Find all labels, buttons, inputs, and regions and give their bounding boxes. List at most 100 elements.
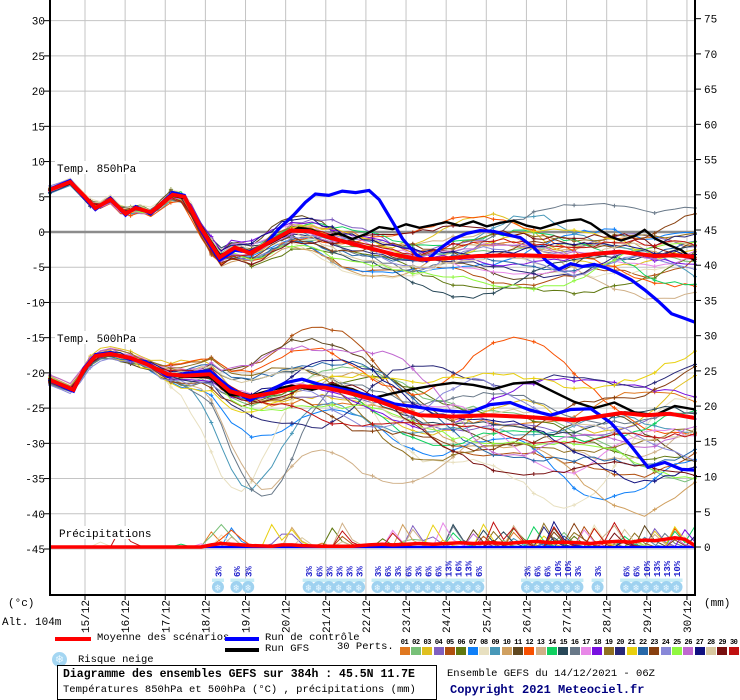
- pert-cell-09: 09: [490, 639, 501, 655]
- snowflake-icon: [650, 581, 663, 593]
- mean-line-850: [49, 179, 696, 262]
- snow-pct-label: 6%: [404, 566, 414, 577]
- snowflake-icon: [591, 581, 604, 593]
- pert-cell-29: 29: [717, 639, 728, 655]
- snowflake-icon: [411, 581, 424, 593]
- pert-cell-28: 28: [705, 639, 716, 655]
- snowflake-glyph: ❄: [233, 584, 240, 595]
- pert-cell-19: 19: [603, 639, 614, 655]
- right-tick-label: 60: [704, 120, 717, 132]
- snowflake-glyph: ❄: [633, 584, 640, 595]
- snowflake-glyph: ❄: [554, 584, 561, 595]
- pert-number: 14: [548, 639, 556, 647]
- pert-swatch: [694, 647, 705, 655]
- right-tick-label: 5: [704, 508, 711, 520]
- pert-number: 19: [605, 639, 613, 647]
- pert-number: 13: [536, 639, 545, 647]
- left-tick-label: 15: [32, 122, 45, 134]
- snowflake-glyph: ❄: [564, 584, 571, 595]
- date-label: 20/12: [282, 600, 294, 633]
- pert-swatch: [513, 647, 523, 655]
- pert-number: 07: [468, 639, 477, 647]
- date-label: 17/12: [161, 600, 173, 633]
- snowflake-glyph: ❄: [425, 584, 432, 595]
- pert-number: 28: [707, 639, 715, 647]
- snow-pct-label: 6%: [633, 566, 643, 577]
- legend-control-swatch: [225, 637, 259, 641]
- pert-number: 05: [446, 639, 454, 647]
- snowflake-icon: [242, 581, 255, 593]
- left-tick-label: -45: [25, 545, 45, 557]
- right-tick-label: 15: [704, 437, 717, 449]
- pert-cell-13: 13: [535, 639, 546, 655]
- pert-cell-11: 11: [513, 639, 524, 655]
- right-tick-label: 75: [704, 15, 717, 27]
- snow-pct-label: 3%: [574, 566, 584, 577]
- snow-pct-label: 10%: [564, 560, 574, 577]
- snowflake-glyph: ❄: [595, 584, 602, 595]
- control-line-850: [49, 178, 696, 324]
- pert-swatch: [683, 647, 694, 655]
- snow-pct-label: 3%: [374, 566, 384, 577]
- pert-swatch: [399, 647, 410, 655]
- pert-swatch: [410, 647, 421, 655]
- snowflake-glyph: ❄: [356, 584, 363, 595]
- snowflake-glyph: ❄: [544, 584, 551, 595]
- snowflake-icon: [531, 581, 544, 593]
- left-tick-label: -30: [25, 439, 45, 451]
- left-tick-label: -35: [25, 475, 45, 487]
- pert-cell-14: 14: [547, 639, 558, 655]
- ensemble-chart: ❄3%❄6%❄3%❄3%❄6%❄3%❄3%❄3%❄3%❄3%❄6%❄3%❄6%❄…: [2, 0, 730, 633]
- unit-right-label: (mm): [704, 598, 730, 610]
- copyright: Copyright 2021 Meteociel.fr: [450, 683, 645, 697]
- snow-pct-label: 3%: [394, 566, 404, 577]
- snowflake-glyph: ❄: [574, 584, 581, 595]
- date-label: 29/12: [643, 600, 655, 633]
- snowflake-icon: [472, 581, 485, 593]
- panel-title-backing: [55, 161, 139, 174]
- pert-swatch: [524, 647, 535, 655]
- pert-number: 26: [684, 639, 693, 647]
- date-label: 26/12: [522, 600, 534, 633]
- perts-count-label: 30 Perts.: [337, 641, 394, 653]
- snowflake-glyph: ❄: [643, 584, 650, 595]
- pert-swatch: [422, 647, 433, 655]
- chart-title: Diagramme des ensembles GEFS sur 384h : …: [63, 668, 415, 681]
- left-tick-label: -20: [25, 369, 45, 381]
- right-tick-label: 50: [704, 191, 717, 203]
- pert-number: 15: [559, 639, 568, 647]
- pert-swatch: [705, 647, 716, 655]
- pert-swatch: [478, 647, 489, 655]
- snowflake-glyph: ❄: [375, 584, 382, 595]
- left-tick-label: -25: [25, 404, 45, 416]
- snow-pct-label: 3%: [305, 566, 315, 577]
- snow-pct-label: 10%: [554, 560, 564, 577]
- snowflake-legend-icon: ❄: [52, 652, 67, 667]
- pert-cell-03: 03: [422, 639, 433, 655]
- left-tick-label: 0: [38, 228, 45, 240]
- pert-number: 23: [650, 639, 658, 647]
- snowflake-glyph: ❄: [653, 584, 660, 595]
- pert-cell-23: 23: [649, 639, 660, 655]
- snowflake-icon: [561, 581, 574, 593]
- precip-mean-line: [50, 536, 696, 549]
- left-tick-label: -5: [32, 263, 45, 275]
- snowflake-icon: [353, 581, 366, 593]
- snowflake-glyph: ❄: [415, 584, 422, 595]
- snowflake-glyph: ❄: [435, 584, 442, 595]
- right-tick-label: 30: [704, 332, 717, 344]
- snow-pct-label: 10%: [673, 560, 683, 577]
- snowflake-icon: [371, 581, 384, 593]
- snow-pct-label: 3%: [356, 566, 366, 577]
- date-label: 24/12: [442, 600, 454, 633]
- left-tick-label: -10: [25, 298, 45, 310]
- snowflake-icon: [211, 581, 224, 593]
- snowflake-icon: [521, 581, 534, 593]
- snow-pct-label: 13%: [663, 560, 673, 577]
- pert-cell-24: 24: [660, 639, 671, 655]
- date-label: 15/12: [81, 600, 93, 633]
- pert-swatch: [547, 647, 558, 655]
- left-tick-label: 25: [32, 52, 45, 64]
- chart-subtitle: Températures 850hPa et 500hPa (°C) , pré…: [63, 684, 416, 696]
- left-tick-label: 5: [38, 193, 45, 205]
